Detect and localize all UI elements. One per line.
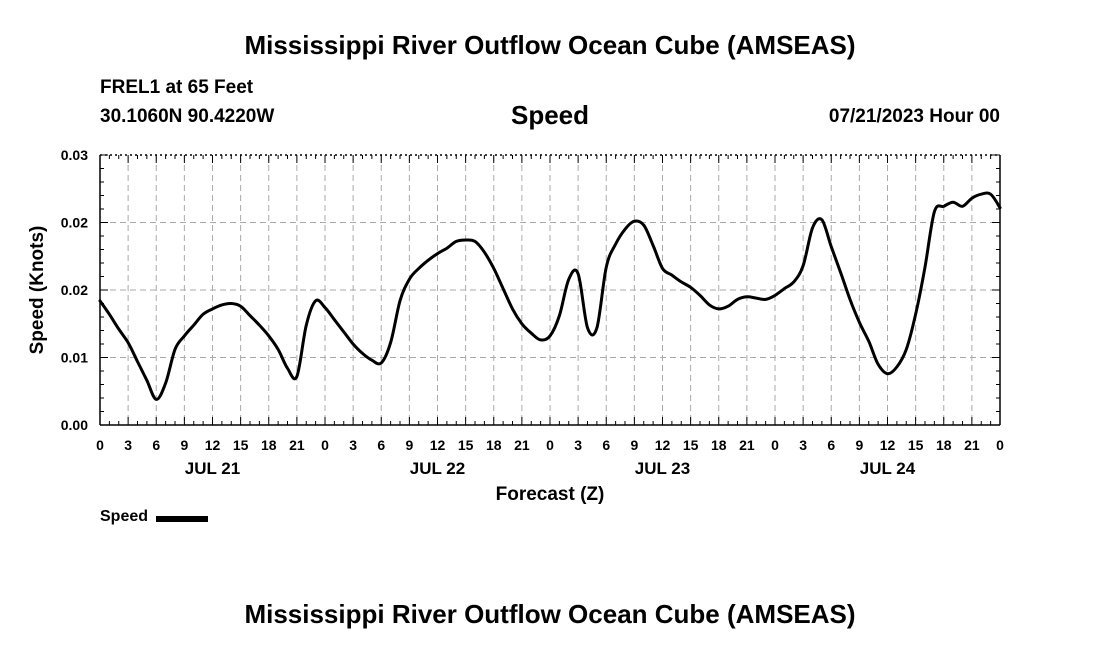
x-tick-label: 15	[233, 437, 249, 453]
x-tick-label: 0	[96, 437, 104, 453]
grid-lines	[100, 155, 1000, 425]
x-tick-label: 6	[152, 437, 160, 453]
x-tick-label: 0	[546, 437, 554, 453]
y-tick-label: 0.02	[61, 282, 88, 298]
x-tick-label: 9	[630, 437, 638, 453]
x-tick-label: 21	[964, 437, 980, 453]
x-tick-label: 21	[289, 437, 305, 453]
x-tick-label: 6	[377, 437, 385, 453]
x-tick-label: 6	[827, 437, 835, 453]
x-tick-label: 3	[799, 437, 807, 453]
x-tick-label: 0	[996, 437, 1004, 453]
x-tick-label: 6	[602, 437, 610, 453]
y-tick-label: 0.02	[61, 215, 88, 231]
x-tick-label: 21	[739, 437, 755, 453]
x-tick-label: 18	[486, 437, 502, 453]
date-label: JUL 24	[860, 459, 916, 478]
y-axis-title: Speed (Knots)	[27, 226, 48, 355]
y-tick-label: 0.01	[61, 350, 88, 366]
x-tick-label: 18	[936, 437, 952, 453]
x-tick-label: 3	[349, 437, 357, 453]
x-axis-title: Forecast (Z)	[496, 484, 605, 505]
datetime-label: 07/21/2023 Hour 00	[828, 106, 1000, 127]
x-tick-label: 12	[430, 437, 446, 453]
x-tick-label: 9	[405, 437, 413, 453]
axis-ticks	[99, 154, 1001, 426]
legend-swatch	[156, 515, 209, 522]
x-tick-label: 0	[321, 437, 329, 453]
x-tick-label: 18	[261, 437, 277, 453]
axis-labels: 0.00 0.01 0.02 0.02 0.03 0 3 6 9 12 15 18 21 0 3 6 9 12 15…	[27, 147, 1004, 505]
series-line-speed	[98, 191, 1002, 401]
x-tick-label: 15	[908, 437, 924, 453]
variable-title: Speed	[510, 100, 590, 130]
series-layer	[98, 191, 1002, 401]
legend-label: Speed	[100, 508, 149, 525]
date-label: JUL 21	[185, 459, 240, 478]
legend: Speed	[100, 508, 209, 526]
station-label: FREL1 at 65 Feet	[100, 77, 254, 98]
x-tick-label: 18	[711, 437, 727, 453]
x-tick-label: 9	[180, 437, 188, 453]
x-tick-label: 3	[574, 437, 582, 453]
x-tick-label: 9	[855, 437, 863, 453]
date-label: JUL 23	[635, 459, 690, 478]
x-tick-label: 12	[655, 437, 671, 453]
x-tick-label: 12	[205, 437, 221, 453]
chart-title: Mississippi River Outflow Ocean Cube (AM…	[244, 30, 856, 60]
x-tick-label: 21	[514, 437, 530, 453]
coordinates-label: 30.1060N 90.4220W	[100, 106, 275, 127]
y-tick-label: 0.03	[61, 147, 88, 163]
x-tick-label: 12	[880, 437, 896, 453]
x-tick-label: 15	[458, 437, 474, 453]
x-tick-label: 0	[771, 437, 779, 453]
x-tick-label: 3	[124, 437, 132, 453]
footer-title: Mississippi River Outflow Ocean Cube (AM…	[244, 599, 856, 629]
x-tick-label: 15	[683, 437, 699, 453]
speed-chart: 0.00 0.01 0.02 0.02 0.03 0 3 6 9 12 15 18 21 0 3 6 9 12 15…	[27, 147, 1004, 505]
y-tick-label: 0.00	[61, 417, 88, 433]
date-label: JUL 22	[410, 459, 465, 478]
